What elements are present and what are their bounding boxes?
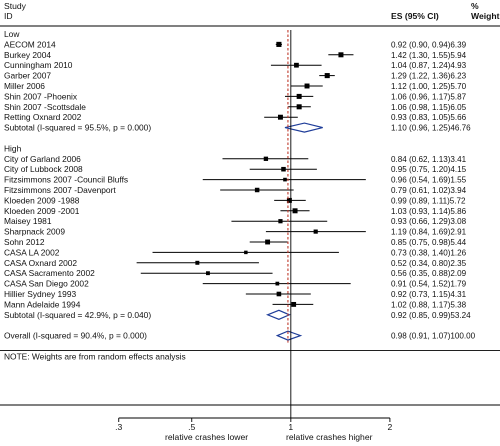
study-label: Miller 2006 <box>4 81 45 91</box>
study-marker <box>304 83 310 89</box>
subtotal-diamond <box>284 122 323 133</box>
x-tick-label: .3 <box>115 422 122 432</box>
study-label: Kloeden 2009 -1988 <box>4 195 80 205</box>
study-label: City of Lubbock 2008 <box>4 164 83 174</box>
study-estimate-text: 0.56 (0.35, 0.88)2.09 <box>391 269 467 278</box>
study-estimate-text: 1.02 (0.88, 1.17)5.38 <box>391 300 467 309</box>
study-label: Sohn 2012 <box>4 237 45 247</box>
study-label: City of Garland 2006 <box>4 154 81 164</box>
overall-label: Overall (I-squared = 90.4%, p = 0.000) <box>4 331 147 341</box>
header-study: Study <box>4 1 27 11</box>
group-label: Low <box>4 29 20 39</box>
group-label: High <box>4 143 22 153</box>
study-label: Shin 2007 -Scottsdale <box>4 102 86 112</box>
study-marker <box>277 114 283 120</box>
study-marker <box>275 281 280 286</box>
study-label: Kloeden 2009 -2001 <box>4 206 80 216</box>
study-estimate-text: 0.93 (0.66, 1.29)3.08 <box>391 217 467 226</box>
study-marker <box>278 219 283 224</box>
overall-estimate-text: 0.98 (0.91, 1.07)100.00 <box>391 332 476 341</box>
study-estimate-text: 0.95 (0.75, 1.20)4.15 <box>391 165 467 174</box>
study-label: Fitzsimmons 2007 -Council Bluffs <box>4 175 128 185</box>
study-marker <box>291 301 297 307</box>
study-estimate-text: 0.92 (0.73, 1.15)4.31 <box>391 290 467 299</box>
study-label: Shin 2007 -Phoenix <box>4 91 78 101</box>
study-marker <box>276 41 282 47</box>
subtotal-label: Subtotal (I-squared = 95.5%, p = 0.000) <box>4 123 151 133</box>
study-marker <box>244 250 248 255</box>
study-label: CASA San Diego 2002 <box>4 279 89 289</box>
study-marker <box>296 104 302 110</box>
study-marker <box>195 260 200 265</box>
study-marker <box>283 177 287 182</box>
study-marker <box>324 73 330 79</box>
study-estimate-text: 1.06 (0.98, 1.15)6.05 <box>391 103 467 112</box>
study-label: CASA Oxnard 2002 <box>4 258 77 268</box>
study-label: Garber 2007 <box>4 71 51 81</box>
x-label-right: relative crashes higher <box>286 432 373 442</box>
study-marker <box>206 271 210 276</box>
x-tick-label: 2 <box>388 422 393 432</box>
subtotal-estimate-text: 0.92 (0.85, 0.99)53.24 <box>391 311 471 320</box>
header-weight: Weight <box>471 11 500 21</box>
study-marker <box>276 291 282 297</box>
study-estimate-text: 0.96 (0.54, 1.69)1.55 <box>391 176 467 185</box>
overall-diamond <box>275 330 303 341</box>
study-estimate-text: 1.19 (0.84, 1.69)2.91 <box>391 228 467 237</box>
study-estimate-text: 0.92 (0.90, 0.94)6.39 <box>391 40 467 49</box>
study-label: Fitzsimmons 2007 -Davenport <box>4 185 116 195</box>
study-marker <box>313 229 318 234</box>
note-text: NOTE: Weights are from random effects an… <box>4 351 186 361</box>
study-estimate-text: 1.06 (0.96, 1.17)5.87 <box>391 92 467 101</box>
study-marker <box>281 166 286 172</box>
study-label: Sharpnack 2009 <box>4 227 65 237</box>
study-estimate-text: 0.85 (0.75, 0.98)5.44 <box>391 238 467 247</box>
header-id: ID <box>4 11 13 21</box>
study-estimate-text: 0.73 (0.38, 1.40)1.26 <box>391 248 467 257</box>
subtotal-label: Subtotal (I-squared = 42.9%, p = 0.040) <box>4 310 151 320</box>
study-label: Hillier Sydney 1993 <box>4 289 76 299</box>
study-label: Retting Oxnard 2002 <box>4 112 82 122</box>
study-marker <box>254 187 260 193</box>
study-estimate-text: 0.93 (0.83, 1.05)5.66 <box>391 113 467 122</box>
study-estimate-text: 0.52 (0.34, 0.80)2.35 <box>391 259 467 268</box>
header-percent: % <box>471 1 479 11</box>
study-label: Maisey 1981 <box>4 216 52 226</box>
study-estimate-text: 1.12 (1.00, 1.25)5.70 <box>391 82 467 91</box>
study-estimate-text: 1.04 (0.87, 1.24)4.93 <box>391 61 467 70</box>
study-estimate-text: 1.03 (0.93, 1.14)5.86 <box>391 207 467 216</box>
study-label: Burkey 2004 <box>4 50 51 60</box>
subtotal-estimate-text: 1.10 (0.96, 1.25)46.76 <box>391 124 471 133</box>
x-tick-label: 1 <box>288 422 293 432</box>
study-marker <box>263 156 269 161</box>
x-axis: .3 .5 1 2 <box>115 30 393 432</box>
study-marker <box>265 239 271 245</box>
study-label: Mann Adelaide 1994 <box>4 299 81 309</box>
study-estimate-text: 1.29 (1.22, 1.36)6.23 <box>391 72 467 81</box>
study-marker <box>338 52 344 58</box>
study-estimate-text: 0.79 (0.61, 1.02)3.94 <box>391 186 467 195</box>
study-label: Cunningham 2010 <box>4 60 73 70</box>
study-estimate-text: 0.91 (0.54, 1.52)1.79 <box>391 280 467 289</box>
study-marker <box>292 208 298 214</box>
x-tick-label: .5 <box>188 422 195 432</box>
study-estimate-text: 1.42 (1.30, 1.55)5.94 <box>391 51 467 60</box>
study-estimate-text: 0.84 (0.62, 1.13)3.41 <box>391 155 467 164</box>
study-estimate-text: 0.99 (0.89, 1.11)5.72 <box>391 196 466 205</box>
x-label-left: relative crashes lower <box>165 432 248 442</box>
study-marker <box>294 62 299 68</box>
study-marker <box>286 197 292 203</box>
header-es: ES (95% CI) <box>391 11 439 21</box>
study-label: CASA Sacramento 2002 <box>4 268 95 278</box>
study-label: CASA LA 2002 <box>4 247 60 257</box>
study-label: AECOM 2014 <box>4 39 56 49</box>
subtotal-diamond <box>265 309 291 320</box>
study-marker <box>296 93 302 99</box>
